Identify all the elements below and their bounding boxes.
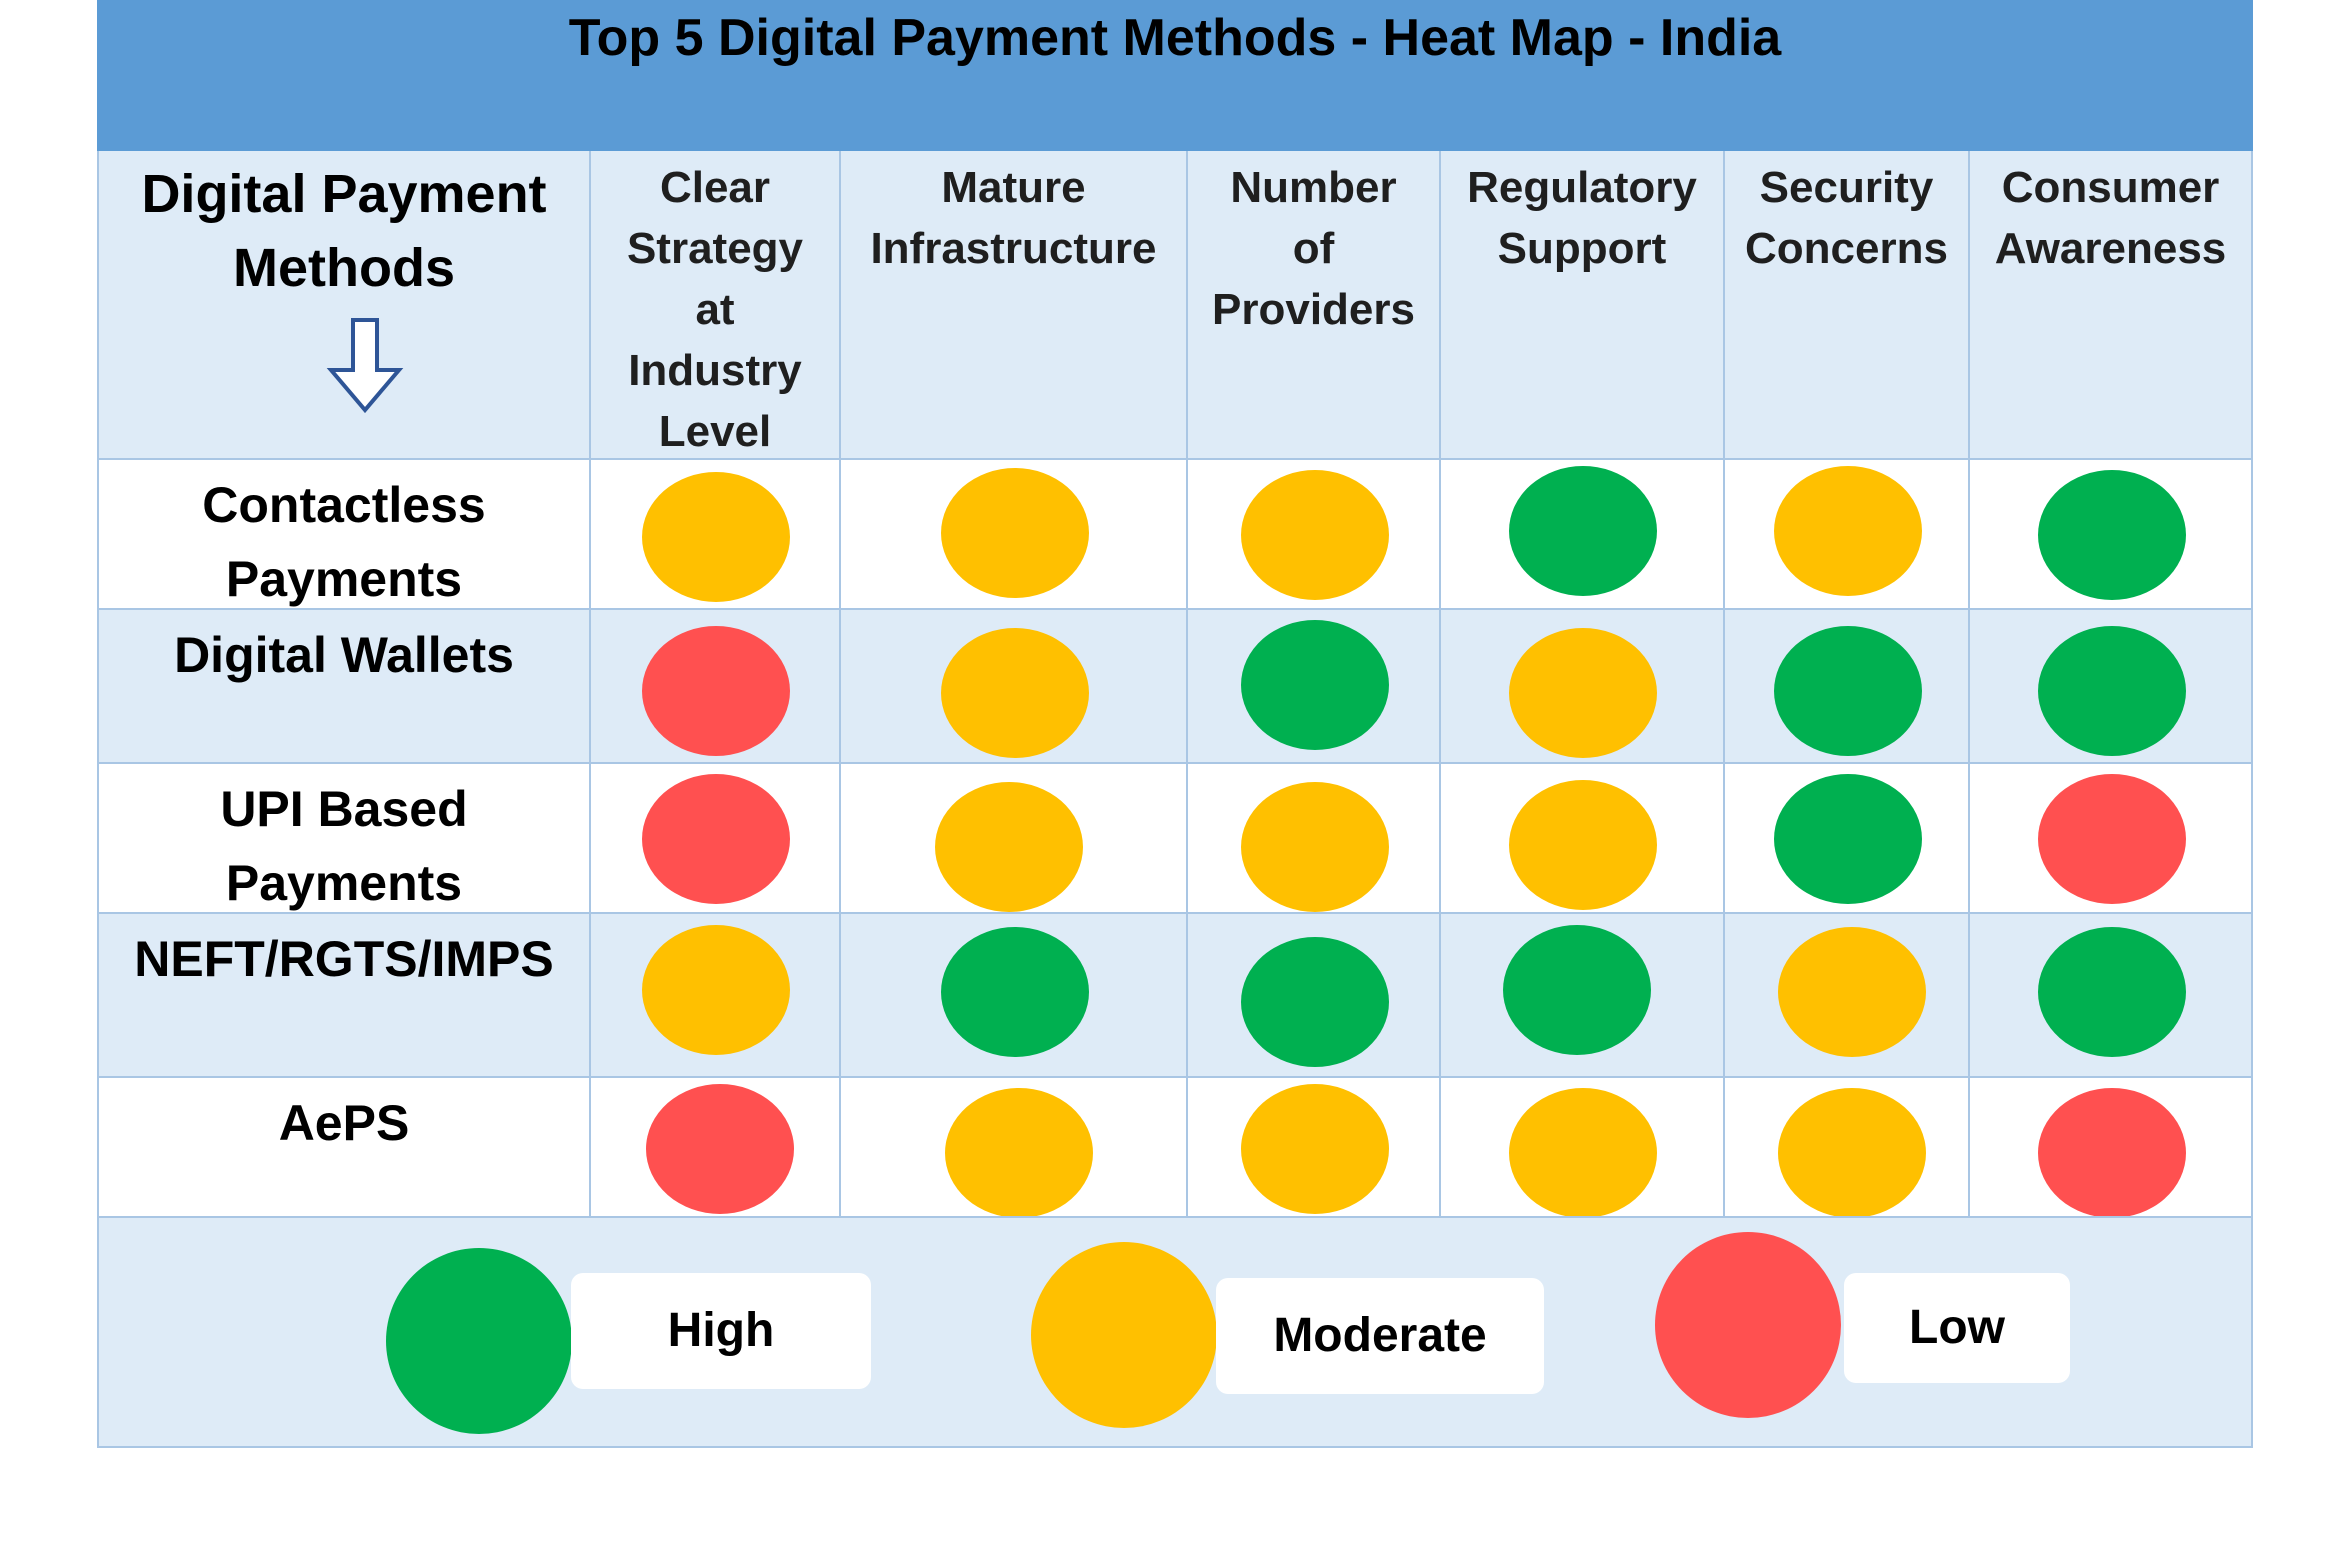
heat-cell — [1725, 764, 1970, 914]
heat-cell — [591, 1078, 841, 1219]
heat-dot-low — [2037, 1087, 2186, 1218]
legend-dot-moderate — [1031, 1242, 1217, 1428]
heat-dot-high — [2037, 626, 2186, 756]
heat-dot-moderate — [1773, 466, 1922, 596]
heat-cell — [1441, 914, 1725, 1078]
heat-dot-low — [646, 1083, 794, 1214]
down-arrow-icon — [326, 318, 404, 414]
column-header-label: Regulatory Support — [1467, 163, 1697, 273]
column-header-label: Security Concerns — [1745, 163, 1948, 273]
heat-dot-moderate — [642, 925, 790, 1055]
row-header-cell: Digital Payment Methods — [97, 151, 591, 460]
heat-dot-high — [2037, 927, 2186, 1057]
heat-cell — [841, 764, 1188, 914]
column-header-cell: Regulatory Support — [1441, 151, 1725, 460]
heat-dot-moderate — [642, 472, 790, 602]
row-label: Digital Wallets — [174, 627, 514, 683]
heat-dot-moderate — [1240, 470, 1389, 600]
heat-dot-low — [2037, 774, 2186, 904]
heat-dot-moderate — [1777, 927, 1926, 1057]
heat-cell — [1970, 460, 2253, 610]
heat-cell — [591, 460, 841, 610]
heat-dot-low — [642, 626, 790, 756]
heat-dot-moderate — [1240, 1083, 1389, 1214]
heat-dot-high — [1509, 466, 1657, 596]
heat-cell — [1188, 610, 1441, 764]
heat-cell — [1441, 610, 1725, 764]
heat-cell — [1970, 764, 2253, 914]
heat-cell — [1970, 1078, 2253, 1219]
heat-cell — [591, 764, 841, 914]
heat-dot-moderate — [1509, 1087, 1657, 1218]
heat-cell — [1725, 460, 1970, 610]
heat-dot-moderate — [940, 468, 1089, 598]
heat-cell — [1970, 610, 2253, 764]
column-header-cell: Clear Strategy at Industry Level — [591, 151, 841, 460]
legend-label-high: High — [571, 1273, 871, 1389]
column-header-cell: Consumer Awareness — [1970, 151, 2253, 460]
row-label: UPI Based Payments — [220, 781, 468, 911]
legend-label-low: Low — [1844, 1273, 2070, 1383]
title-bar: Top 5 Digital Payment Methods - Heat Map… — [97, 0, 2253, 153]
heat-cell — [841, 914, 1188, 1078]
heat-dot-moderate — [940, 628, 1089, 758]
heat-dot-moderate — [1509, 628, 1657, 758]
row-header-label: Digital Payment Methods — [141, 164, 547, 298]
heat-cell — [1188, 914, 1441, 1078]
column-header-label: Clear Strategy at Industry Level — [626, 163, 804, 456]
legend-dot-high — [386, 1248, 572, 1434]
column-header-label: Number of Providers — [1212, 163, 1415, 334]
heat-cell — [1188, 460, 1441, 610]
heat-dot-high — [940, 927, 1089, 1057]
heat-dot-high — [1240, 620, 1389, 750]
heat-dot-high — [1503, 925, 1651, 1055]
heat-cell — [591, 914, 841, 1078]
column-header-label: Consumer Awareness — [1994, 163, 2227, 273]
column-header-cell: Number of Providers — [1188, 151, 1441, 460]
heat-cell — [1970, 914, 2253, 1078]
heat-cell — [841, 1078, 1188, 1219]
heat-dot-high — [1240, 937, 1389, 1067]
row-label: NEFT/RGTS/IMPS — [134, 931, 554, 987]
row-label: AePS — [278, 1095, 410, 1151]
heat-cell — [1441, 764, 1725, 914]
heat-dot-high — [1773, 774, 1922, 904]
column-header-label: Mature Infrastructure — [870, 163, 1157, 273]
heat-cell — [591, 610, 841, 764]
row-label-cell: UPI Based Payments — [97, 764, 591, 914]
heat-cell — [1188, 1078, 1441, 1219]
row-label: Contactless Payments — [202, 477, 486, 607]
heat-dot-moderate — [1509, 780, 1657, 910]
row-label-cell: AePS — [97, 1078, 591, 1219]
heat-dot-moderate — [944, 1087, 1093, 1218]
column-header-cell: Security Concerns — [1725, 151, 1970, 460]
heat-cell — [1188, 764, 1441, 914]
row-label-cell: Contactless Payments — [97, 460, 591, 610]
heat-dot-high — [1773, 626, 1922, 756]
heat-cell — [1725, 610, 1970, 764]
row-label-cell: Digital Wallets — [97, 610, 591, 764]
legend-dot-low — [1655, 1232, 1841, 1418]
heat-cell — [1441, 1078, 1725, 1219]
heat-dot-high — [2037, 470, 2186, 600]
heat-dot-moderate — [1777, 1087, 1926, 1218]
heat-cell — [1725, 914, 1970, 1078]
heat-dot-low — [642, 774, 790, 904]
heat-dot-moderate — [1240, 782, 1389, 912]
heat-dot-moderate — [934, 782, 1083, 912]
chart-title: Top 5 Digital Payment Methods - Heat Map… — [568, 9, 1782, 67]
column-header-cell: Mature Infrastructure — [841, 151, 1188, 460]
heat-cell — [1725, 1078, 1970, 1219]
heat-cell — [841, 460, 1188, 610]
legend-label-moderate: Moderate — [1216, 1278, 1544, 1394]
heat-cell — [1441, 460, 1725, 610]
row-label-cell: NEFT/RGTS/IMPS — [97, 914, 591, 1078]
legend: High Moderate Low — [97, 1216, 2253, 1448]
heat-cell — [841, 610, 1188, 764]
